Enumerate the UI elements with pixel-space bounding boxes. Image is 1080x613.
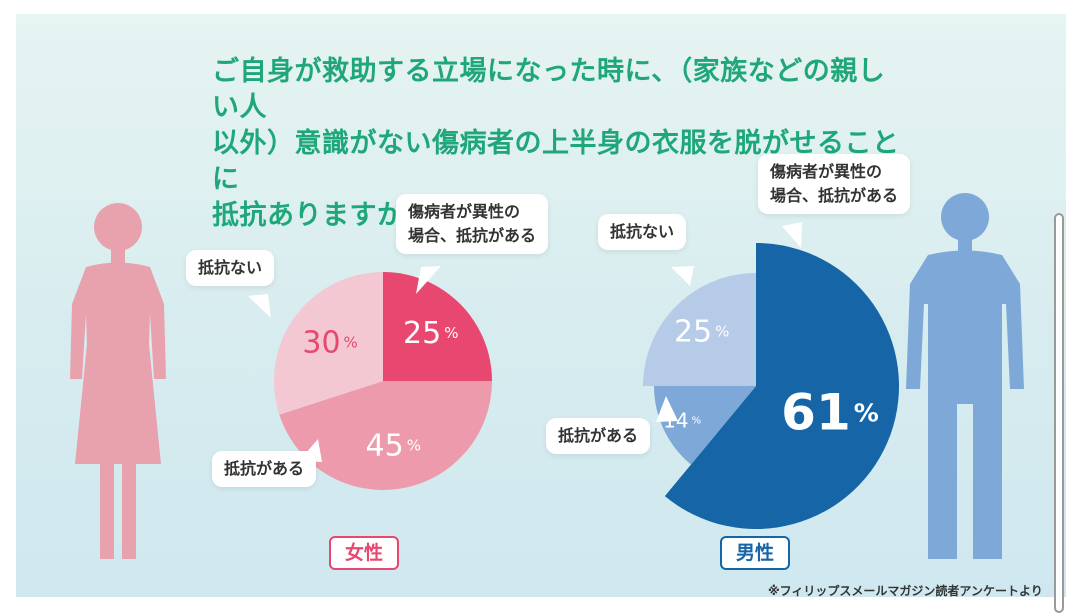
pie-value-label: 25% <box>403 316 458 351</box>
pie-chart-female: 25 % 45 % 30% <box>274 272 492 491</box>
bubble-tail <box>656 396 678 422</box>
pie-slice <box>383 272 492 381</box>
label-male-resistance: 抵抗がある <box>546 418 651 454</box>
label-male-no-resistance: 抵抗ない <box>598 214 687 250</box>
pie-value-label: 30% <box>302 325 357 360</box>
label-male-opposite-sex: 傷病者が異性の 場合、抵抗がある <box>758 154 911 214</box>
pie-slice <box>279 381 492 491</box>
chart-canvas: 25% 45% 30% 61%14%25% <box>70 193 1024 559</box>
scrollbar[interactable] <box>1054 213 1064 613</box>
pie-slice <box>274 272 383 415</box>
female-group-label: 女性 <box>329 536 400 570</box>
female-person-icon <box>70 203 166 559</box>
male-person-icon <box>906 193 1024 559</box>
label-female-resistance: 抵抗がある <box>212 451 317 487</box>
label-female-opposite-sex: 傷病者が異性の 場合、抵抗がある <box>396 194 549 254</box>
pie-chart-male: 61%14%25% <box>643 243 900 529</box>
pie-slice <box>643 273 756 386</box>
source-note: ※フィリップスメールマガジン読者アンケートより <box>768 584 1043 597</box>
page-title: ご自身が救助する立場になった時に、（家族などの親しい人 以外）意識がない傷病者の… <box>212 56 900 231</box>
bubble-tail <box>416 266 441 294</box>
label-female-no-resistance: 抵抗ない <box>186 250 275 286</box>
pie-value-label: 61% <box>781 384 879 442</box>
pie-value-label: 25% <box>674 314 729 349</box>
male-group-label: 男性 <box>720 536 791 570</box>
pie-value-label: 45% <box>366 428 421 463</box>
bubble-tail <box>671 266 694 286</box>
bubble-tail <box>248 294 271 318</box>
pie-slice <box>664 243 900 529</box>
pie-slice <box>654 386 756 465</box>
infographic-card: ご自身が救助する立場になった時に、（家族などの親しい人 以外）意識がない傷病者の… <box>16 14 1066 597</box>
bubble-tail <box>782 222 802 248</box>
